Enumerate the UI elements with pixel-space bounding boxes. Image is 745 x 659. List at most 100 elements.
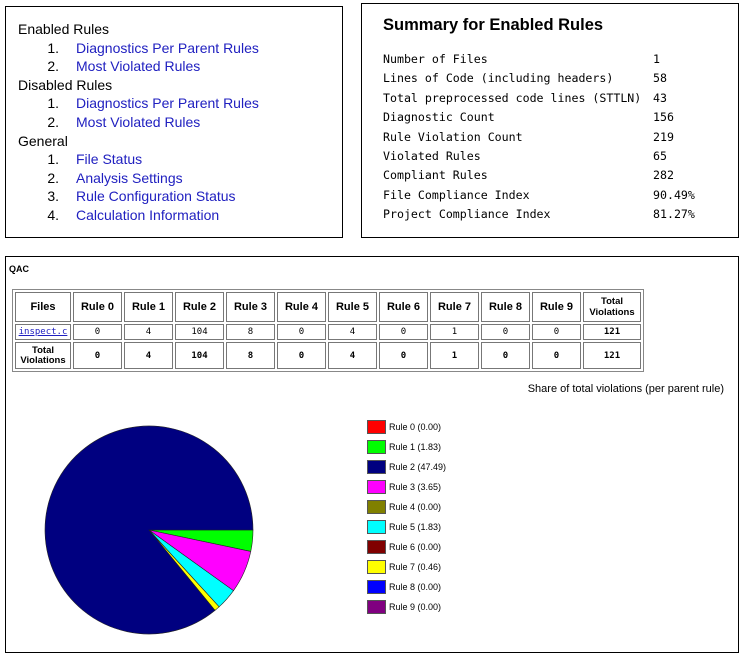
legend-item: Rule 4 (0.00) — [367, 497, 446, 517]
summary-label: Lines of Code (including headers) — [383, 71, 614, 86]
total-row-label: Total Violations — [15, 342, 71, 369]
column-header-rule: Rule 5 — [328, 292, 377, 322]
column-header-rule: Rule 8 — [481, 292, 530, 322]
table-cell: 1 — [430, 324, 479, 340]
legend-label: Rule 1 (1.83) — [389, 442, 442, 452]
header-total-line1: Total — [601, 296, 623, 307]
summary-value: 65 — [653, 149, 667, 164]
summary-label: Project Compliance Index — [383, 207, 551, 222]
column-header-rule: Rule 9 — [532, 292, 581, 322]
summary-row: Total preprocessed code lines (STTLN) 43 — [383, 89, 738, 108]
table-row: inspect.c 0 4 104 8 0 4 0 1 0 0 121 — [15, 324, 641, 340]
total-label-line1: Total — [32, 344, 54, 356]
table-cell: 8 — [226, 324, 275, 340]
legend-swatch — [367, 460, 386, 474]
summary-value: 90.49% — [653, 187, 695, 202]
enabled-rules-list: 1. Diagnostics Per Parent Rules 2. Most Vi… — [18, 39, 342, 76]
legend-item: Rule 3 (3.65) — [367, 477, 446, 497]
table-cell-total: 121 — [583, 342, 641, 369]
list-item: 2. Most Violated Rules — [18, 113, 342, 132]
summary-panel: Summary for Enabled Rules Number of File… — [361, 3, 739, 238]
link-disabled-most-violated-rules[interactable]: Most Violated Rules — [76, 113, 201, 130]
link-calculation-information[interactable]: Calculation Information — [76, 206, 220, 223]
legend-item: Rule 2 (47.49) — [367, 457, 446, 477]
column-header-rule: Rule 2 — [175, 292, 224, 322]
legend-label: Rule 6 (0.00) — [389, 542, 442, 552]
summary-label: Diagnostic Count — [383, 110, 495, 125]
summary-row: Lines of Code (including headers) 58 — [383, 69, 738, 88]
link-enabled-most-violated-rules[interactable]: Most Violated Rules — [76, 58, 201, 75]
header-total-line2: Violations — [589, 307, 635, 318]
summary-row: Project Compliance Index 81.27% — [383, 205, 738, 224]
file-link[interactable]: inspect.c — [18, 327, 68, 337]
link-rule-configuration-status[interactable]: Rule Configuration Status — [76, 188, 236, 205]
summary-label: Rule Violation Count — [383, 129, 523, 144]
link-disabled-diagnostics-per-parent-rules[interactable]: Diagnostics Per Parent Rules — [76, 95, 259, 112]
total-label-line2: Violations — [20, 354, 66, 366]
column-header-rule: Rule 4 — [277, 292, 326, 322]
legend-item: Rule 9 (0.00) — [367, 597, 446, 617]
general-list: 1. File Status 2. Analysis Settings 3. Rule… — [18, 150, 342, 224]
summary-value: 1 — [653, 52, 660, 66]
disabled-rules-heading: Disabled Rules — [18, 76, 113, 93]
table-cell: 4 — [124, 342, 173, 369]
table-cell: 1 — [430, 342, 479, 369]
link-analysis-settings[interactable]: Analysis Settings — [76, 169, 183, 186]
legend-label: Rule 8 (0.00) — [389, 582, 442, 592]
table-cell: 0 — [73, 342, 122, 369]
table-cell: 0 — [73, 324, 122, 340]
pie-slice-rule-2 — [44, 425, 254, 635]
legend-label: Rule 4 (0.00) — [389, 502, 442, 512]
list-number: 3. — [47, 188, 59, 205]
legend-swatch — [367, 540, 386, 554]
summary-value: 156 — [653, 110, 674, 125]
table-cell: 8 — [226, 342, 275, 369]
table-cell: 104 — [175, 324, 224, 340]
legend-swatch — [367, 500, 386, 514]
summary-value: 81.27% — [653, 207, 695, 222]
legend-item: Rule 1 (1.83) — [367, 437, 446, 457]
file-cell: inspect.c — [15, 324, 71, 340]
enabled-rules-heading: Enabled Rules — [18, 21, 110, 37]
summary-value: 43 — [653, 90, 667, 105]
legend-swatch — [367, 440, 386, 454]
summary-label: Violated Rules — [383, 149, 481, 164]
link-file-status[interactable]: File Status — [76, 151, 143, 168]
list-number: 2. — [47, 113, 59, 130]
table-cell: 4 — [124, 324, 173, 340]
list-number: 4. — [47, 206, 59, 223]
table-cell: 0 — [379, 342, 428, 369]
legend-swatch — [367, 600, 386, 614]
table-cell: 0 — [532, 342, 581, 369]
summary-label: File Compliance Index — [383, 187, 530, 202]
column-header-rule: Rule 3 — [226, 292, 275, 322]
summary-value: 219 — [653, 129, 674, 144]
column-header-rule: Rule 1 — [124, 292, 173, 322]
table-cell-total: 121 — [583, 324, 641, 340]
list-item: 3. Rule Configuration Status — [18, 187, 342, 206]
summary-value: 58 — [653, 71, 667, 86]
summary-label: Compliant Rules — [383, 168, 488, 183]
column-header-rule: Rule 6 — [379, 292, 428, 322]
summary-rows: Number of Files 1 Lines of Code (includin… — [383, 50, 738, 225]
list-number: 2. — [47, 58, 59, 75]
table-total-row: Total Violations 0 4 104 8 0 4 0 1 0 0 12… — [15, 342, 641, 369]
column-header-rule: Rule 7 — [430, 292, 479, 322]
link-enabled-diagnostics-per-parent-rules[interactable]: Diagnostics Per Parent Rules — [76, 39, 259, 56]
list-item: 2. Analysis Settings — [18, 169, 342, 188]
list-item: 1. Diagnostics Per Parent Rules — [18, 39, 342, 58]
table-cell: 0 — [481, 342, 530, 369]
summary-row: File Compliance Index 90.49% — [383, 186, 738, 205]
legend-item: Rule 8 (0.00) — [367, 577, 446, 597]
legend-label: Rule 0 (0.00) — [389, 422, 442, 432]
table-cell: 0 — [277, 342, 326, 369]
summary-title: Summary for Enabled Rules — [383, 16, 604, 34]
report-navigation-panel: Enabled Rules 1. Diagnostics Per Parent R… — [5, 6, 343, 238]
table-cell: 4 — [328, 342, 377, 369]
legend-item: Rule 6 (0.00) — [367, 537, 446, 557]
column-header-files: Files — [15, 292, 71, 322]
summary-row: Diagnostic Count 156 — [383, 108, 738, 127]
summary-label: Total preprocessed code lines (STTLN) — [383, 90, 642, 105]
general-heading: General — [18, 132, 68, 149]
list-number: 2. — [47, 169, 59, 186]
